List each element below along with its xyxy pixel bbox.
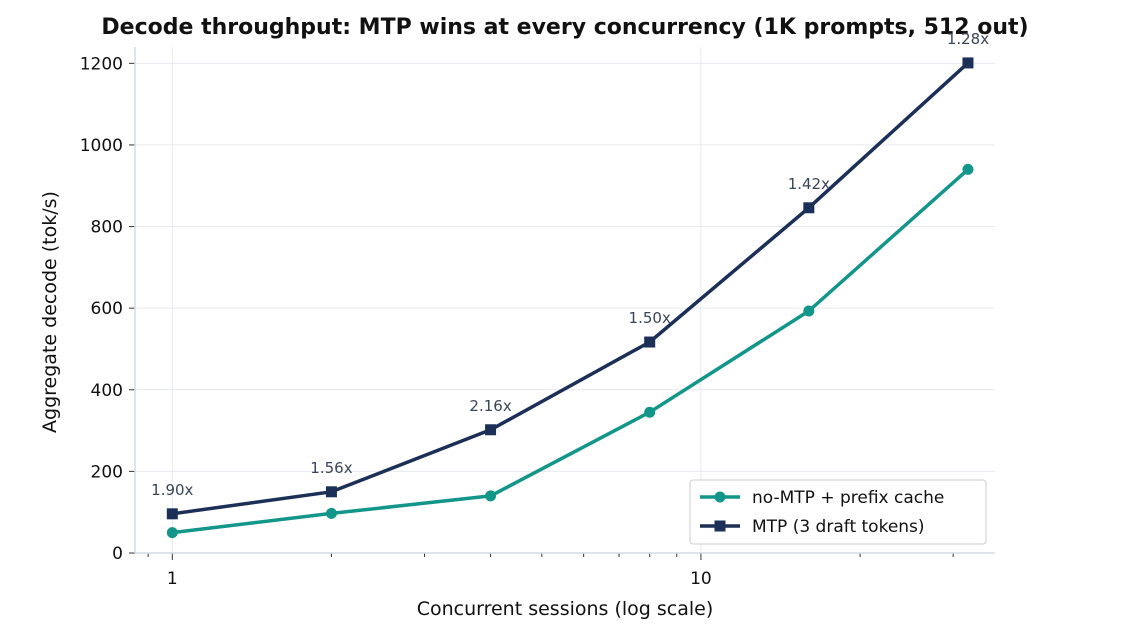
- series-1-point: [325, 507, 337, 519]
- series-line-2: [170, 61, 970, 516]
- y-axis-label: Aggregate decode (tok/s): [39, 191, 61, 433]
- y-tick-label: 0: [112, 544, 123, 564]
- ratio-annotation: 1.28x: [947, 30, 989, 48]
- tick-labels: 0 200 400 600 800 1000 1200 1 10: [80, 54, 712, 589]
- x-tick-label: 1: [167, 569, 178, 589]
- series-2-point: [166, 508, 178, 520]
- series-2-point: [803, 202, 815, 214]
- series-2-point: [644, 336, 656, 348]
- ratio-annotation: 1.42x: [788, 175, 830, 193]
- legend-marker: [714, 520, 726, 532]
- series-1-point: [803, 305, 815, 317]
- y-tick-label: 400: [91, 381, 123, 401]
- legend-label: MTP (3 draft tokens): [752, 517, 925, 537]
- series-1-point: [644, 406, 656, 418]
- series-1-point: [962, 163, 974, 175]
- series-1-point: [166, 527, 178, 539]
- series-2-point: [485, 424, 497, 436]
- series-markers: [166, 57, 974, 539]
- grid-lines: [135, 47, 995, 554]
- ratio-annotations: 1.90x 1.56x 2.16x 1.50x 1.42x 1.28x: [151, 30, 989, 499]
- legend-marker: [714, 491, 726, 503]
- series-lines: [170, 61, 970, 535]
- legend-box: [689, 479, 987, 545]
- y-tick-label: 200: [91, 462, 123, 482]
- series-line-1: [170, 167, 970, 535]
- x-tick-label: 10: [690, 569, 712, 589]
- y-tick-label: 800: [91, 218, 123, 238]
- axes: [129, 47, 995, 560]
- ratio-annotation: 1.56x: [310, 459, 352, 477]
- ratio-annotation: 1.90x: [151, 481, 193, 499]
- y-tick-label: 1200: [80, 54, 123, 74]
- ratio-annotation: 1.50x: [629, 309, 671, 327]
- y-tick-label: 600: [91, 299, 123, 319]
- chart-title: Decode throughput: MTP wins at every con…: [101, 15, 1028, 40]
- ratio-annotation: 2.16x: [469, 397, 511, 415]
- legend-label: no-MTP + prefix cache: [752, 488, 944, 508]
- x-axis-label: Concurrent sessions (log scale): [417, 598, 714, 620]
- series-2-point: [325, 486, 337, 498]
- series-1-point: [485, 490, 497, 502]
- y-tick-label: 1000: [80, 136, 123, 156]
- legend: no-MTP + prefix cache MTP (3 draft tokens…: [689, 479, 987, 545]
- series-2-point: [962, 57, 974, 69]
